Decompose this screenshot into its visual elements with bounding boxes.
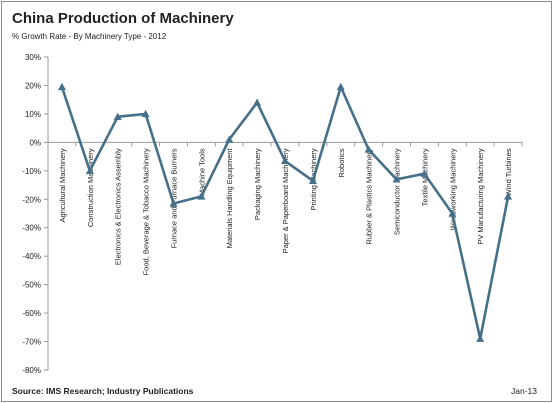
y-tick-label: -50% (22, 281, 41, 290)
data-point-marker (448, 209, 457, 217)
category-label: Construction Machinery (86, 148, 95, 227)
y-tick-label: -20% (22, 195, 41, 204)
data-point-marker (476, 334, 485, 342)
category-label: Packaging Machinery (253, 148, 262, 220)
y-tick-label: -30% (22, 224, 41, 233)
data-point-marker (225, 135, 234, 143)
data-point-marker (308, 176, 317, 184)
y-tick-label: -10% (22, 167, 41, 176)
category-label: Wind Turbines (504, 148, 513, 196)
y-tick-label: 20% (25, 81, 41, 90)
category-label: Semiconductor Machinery (393, 148, 402, 235)
category-label: Agricultural Machinery (58, 148, 67, 222)
data-point-marker (85, 166, 94, 175)
y-tick-label: -40% (22, 252, 41, 261)
data-point-marker (253, 98, 262, 106)
y-tick-label: 0% (29, 138, 41, 147)
data-point-marker (420, 169, 429, 177)
chart-subtitle: % Growth Rate - By Machinery Type - 2012 (12, 32, 167, 41)
y-tick-label: -80% (22, 366, 41, 375)
chart-title: China Production of Machinery (12, 10, 234, 27)
data-point-marker (364, 145, 373, 153)
date-label: Jan-13 (511, 386, 537, 396)
category-label: Materials Handling Equipment (225, 147, 234, 248)
category-label: Electronics & Electronics Assembly (114, 148, 123, 265)
data-point-marker (141, 109, 150, 118)
y-tick-label: -70% (22, 338, 41, 347)
category-label: Textile Machinery (420, 148, 429, 206)
data-point-marker (197, 192, 206, 200)
category-label: Robotics (337, 148, 346, 177)
category-label: Paper & Paperboard Machinery (281, 148, 290, 253)
data-point-marker (504, 192, 513, 200)
category-label: Food, Beverage & Tobacco Machinery (142, 148, 151, 275)
data-point-marker (57, 82, 66, 91)
category-label: Machine Tools (197, 148, 206, 196)
category-label: PV Manufacturing Machinery (476, 148, 485, 245)
y-tick-label: 30% (25, 53, 41, 62)
y-tick-label: -60% (22, 309, 41, 318)
category-label: Furnace and Furnace Burners (169, 148, 178, 248)
data-point-marker (336, 82, 345, 91)
category-label: Rubber & Plastics Machinery (365, 148, 374, 245)
category-label: Woodworking Machinery (448, 148, 457, 230)
data-point-marker (281, 156, 289, 165)
y-tick-label: 10% (25, 110, 41, 119)
data-point-marker (169, 199, 178, 207)
data-point-marker (392, 175, 401, 183)
data-point-marker (113, 112, 122, 120)
source-note: Source: IMS Research; Industry Publicati… (12, 386, 194, 396)
